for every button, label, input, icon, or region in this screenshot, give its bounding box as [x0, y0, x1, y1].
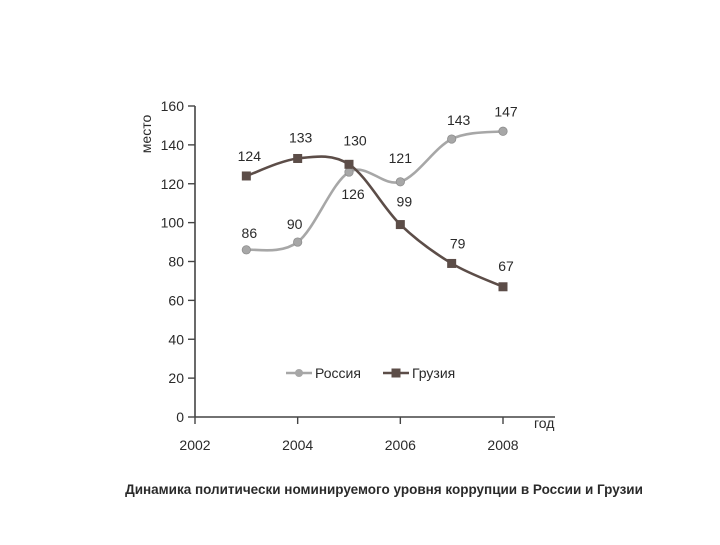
data-label-russia: 86: [242, 225, 258, 241]
point-russia-2004: [293, 237, 303, 247]
legend-marker-georgia: [391, 368, 401, 378]
point-georgia-2003: [241, 171, 251, 181]
y-tick-label: 40: [168, 331, 184, 347]
data-label-georgia: 133: [289, 129, 313, 145]
data-label-georgia: 124: [238, 148, 262, 164]
legend-label-russia: Россия: [315, 365, 361, 381]
legend-label-georgia: Грузия: [412, 365, 455, 381]
point-russia-2006: [395, 177, 405, 187]
data-label-russia: 126: [341, 186, 365, 202]
x-axis-title: год: [534, 415, 554, 431]
point-russia-2007: [447, 134, 457, 144]
y-tick-label: 60: [168, 292, 184, 308]
data-label-georgia: 67: [498, 258, 514, 274]
point-russia-2003: [241, 245, 251, 255]
y-tick-label: 120: [161, 176, 185, 192]
data-label-russia: 143: [447, 112, 471, 128]
legend-item-georgia: Грузия: [383, 365, 455, 381]
y-tick-label: 100: [161, 215, 185, 231]
x-ticks: 2002 2004 2006 2008: [179, 417, 519, 453]
legend: Россия Грузия: [286, 365, 455, 381]
data-label-georgia: 130: [343, 132, 367, 148]
point-russia-2005: [344, 167, 354, 177]
y-tick-label: 140: [161, 137, 185, 153]
point-georgia-2008: [498, 282, 508, 292]
data-label-georgia: 79: [450, 235, 466, 251]
y-tick-label: 0: [176, 409, 184, 425]
point-russia-2008: [498, 126, 508, 136]
series-layer: [241, 126, 508, 292]
data-label-georgia: 99: [397, 194, 413, 210]
y-axis-title: место: [138, 115, 154, 154]
y-tick-label: 80: [168, 254, 184, 270]
y-tick-label: 160: [161, 98, 185, 114]
data-labels: 86 90 126 121 143 147 124 133 130 99 79 67: [238, 103, 518, 273]
point-georgia-2005: [344, 159, 354, 169]
point-georgia-2007: [447, 258, 457, 268]
data-label-russia: 147: [494, 103, 518, 119]
point-georgia-2006: [395, 220, 405, 230]
x-tick-label: 2008: [487, 437, 518, 453]
legend-marker-russia: [295, 369, 303, 377]
x-tick-label: 2002: [179, 437, 210, 453]
x-tick-label: 2004: [282, 437, 313, 453]
point-georgia-2004: [293, 153, 303, 163]
x-tick-label: 2006: [385, 437, 416, 453]
legend-item-russia: Россия: [286, 365, 361, 381]
y-tick-label: 20: [168, 370, 184, 386]
y-ticks: 0 20 40 60 80 100 120 140 160: [161, 98, 195, 425]
data-label-russia: 90: [287, 216, 303, 232]
data-label-russia: 121: [389, 150, 413, 166]
chart-caption: Динамика политически номинируемого уровн…: [125, 482, 643, 497]
